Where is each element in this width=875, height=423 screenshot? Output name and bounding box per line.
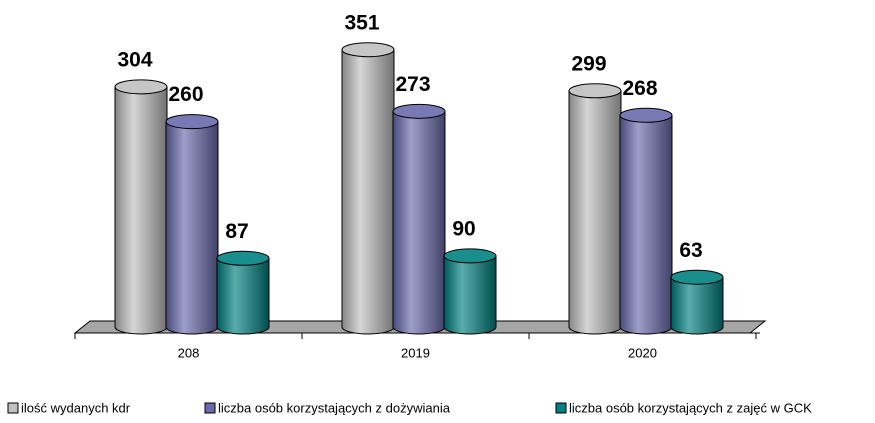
bar <box>568 90 622 335</box>
value-label: 268 <box>622 77 657 100</box>
value-label: 260 <box>168 83 203 106</box>
bar-top <box>165 114 219 130</box>
bar-top <box>568 83 622 99</box>
value-label: 351 <box>344 11 379 34</box>
bar-top <box>114 79 168 95</box>
bar <box>392 110 446 335</box>
bar <box>114 86 168 335</box>
bar-top <box>341 42 395 58</box>
bar-top <box>670 269 724 285</box>
value-label: 87 <box>225 220 248 243</box>
legend-label: liczba osób korzystających z zajęć w GCK <box>569 400 812 415</box>
bar <box>165 121 219 335</box>
legend-swatch <box>204 402 216 414</box>
legend-label: ilość wydanych kdr <box>21 400 131 415</box>
bar <box>670 276 724 335</box>
legend-label: liczba osób korzystających z dożywiania <box>218 400 451 415</box>
bar-top <box>443 248 497 264</box>
bar <box>341 49 395 335</box>
bar <box>443 255 497 335</box>
value-label: 299 <box>571 52 606 75</box>
x-tick-label: 2019 <box>401 345 430 360</box>
value-label: 90 <box>452 217 475 240</box>
value-label: 273 <box>395 73 430 96</box>
legend-swatch <box>7 402 19 414</box>
value-label: 63 <box>679 239 702 262</box>
bar <box>216 257 270 335</box>
legend-swatch <box>555 402 567 414</box>
bar-top <box>216 250 270 266</box>
bar <box>619 114 673 335</box>
value-label: 304 <box>117 48 152 71</box>
bar-top <box>392 103 446 119</box>
bar-top <box>619 107 673 123</box>
x-tick-label: 2020 <box>628 345 657 360</box>
x-tick-label: 208 <box>178 345 200 360</box>
